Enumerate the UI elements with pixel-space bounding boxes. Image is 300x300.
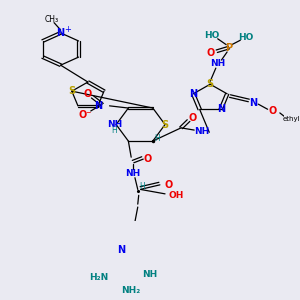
Text: O: O bbox=[206, 48, 214, 59]
Text: NH: NH bbox=[106, 120, 122, 129]
Text: CH₃: CH₃ bbox=[44, 15, 58, 24]
Text: ethyl: ethyl bbox=[282, 116, 300, 122]
Text: NH: NH bbox=[194, 127, 209, 136]
Text: NH: NH bbox=[142, 270, 158, 279]
Text: H₂N: H₂N bbox=[90, 273, 109, 282]
Text: S: S bbox=[207, 79, 214, 89]
Text: +: + bbox=[64, 25, 71, 34]
Text: N: N bbox=[189, 89, 197, 99]
Text: H: H bbox=[154, 134, 160, 143]
Text: O: O bbox=[84, 89, 92, 99]
Text: NH: NH bbox=[210, 59, 225, 68]
Text: OH: OH bbox=[169, 191, 184, 200]
Text: N: N bbox=[117, 244, 125, 255]
Text: O: O bbox=[188, 112, 196, 123]
Text: N: N bbox=[217, 104, 225, 114]
Text: N: N bbox=[57, 28, 65, 38]
Text: O: O bbox=[144, 154, 152, 164]
Text: S: S bbox=[161, 120, 169, 130]
Text: NH: NH bbox=[125, 169, 141, 178]
Text: HO: HO bbox=[238, 33, 254, 42]
Text: O: O bbox=[268, 106, 276, 116]
Text: H: H bbox=[140, 182, 145, 191]
Text: O: O bbox=[165, 180, 173, 190]
Text: NH₂: NH₂ bbox=[122, 286, 141, 295]
Text: N: N bbox=[94, 101, 102, 111]
Text: HO: HO bbox=[204, 31, 220, 40]
Text: H: H bbox=[111, 126, 117, 135]
Text: N: N bbox=[250, 98, 258, 108]
Text: P: P bbox=[225, 43, 233, 52]
Text: S: S bbox=[68, 86, 75, 96]
Text: O⁻: O⁻ bbox=[78, 110, 92, 120]
